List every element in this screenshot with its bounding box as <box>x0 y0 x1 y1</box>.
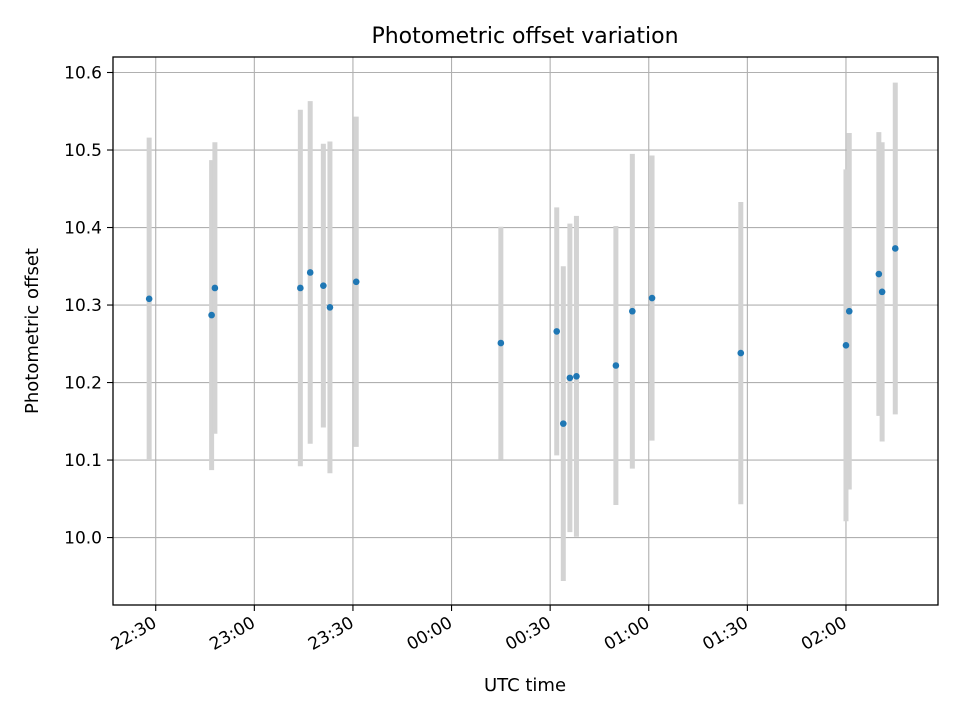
data-point <box>737 349 745 357</box>
data-point <box>845 307 853 315</box>
chart-title: Photometric offset variation <box>371 24 678 49</box>
y-axis-label: Photometric offset <box>22 248 43 414</box>
data-point <box>559 420 567 427</box>
data-point <box>875 270 883 278</box>
y-tick-label: 10.0 <box>64 529 102 549</box>
grid-lines <box>113 57 938 605</box>
y-tick-label: 10.5 <box>64 141 102 161</box>
y-tick-label: 10.4 <box>64 219 102 239</box>
y-tick-label: 10.6 <box>64 64 102 84</box>
data-point <box>612 362 620 369</box>
data-point <box>306 269 314 276</box>
data-point <box>297 284 304 292</box>
data-points <box>145 245 899 427</box>
data-point <box>352 278 360 286</box>
y-tick-label: 10.1 <box>64 451 102 471</box>
data-point <box>878 288 886 296</box>
data-point <box>553 328 561 335</box>
data-point <box>573 373 580 380</box>
plot-frame <box>112 56 939 606</box>
data-point <box>497 339 505 347</box>
data-point <box>891 245 899 252</box>
data-point <box>326 304 334 311</box>
data-point <box>208 311 215 319</box>
data-point <box>320 282 327 289</box>
data-point <box>211 284 219 292</box>
data-point <box>842 342 850 349</box>
data-point <box>629 307 636 315</box>
data-point <box>145 295 153 303</box>
y-axis-ticks: 10.0 10.1 10.2 10.3 10.4 10.5 10.6 <box>64 64 113 549</box>
y-tick-label: 10.3 <box>64 296 102 316</box>
data-point <box>648 294 656 302</box>
x-axis-label: UTC time <box>484 675 566 696</box>
y-tick-label: 10.2 <box>64 374 102 394</box>
data-point <box>566 374 574 382</box>
